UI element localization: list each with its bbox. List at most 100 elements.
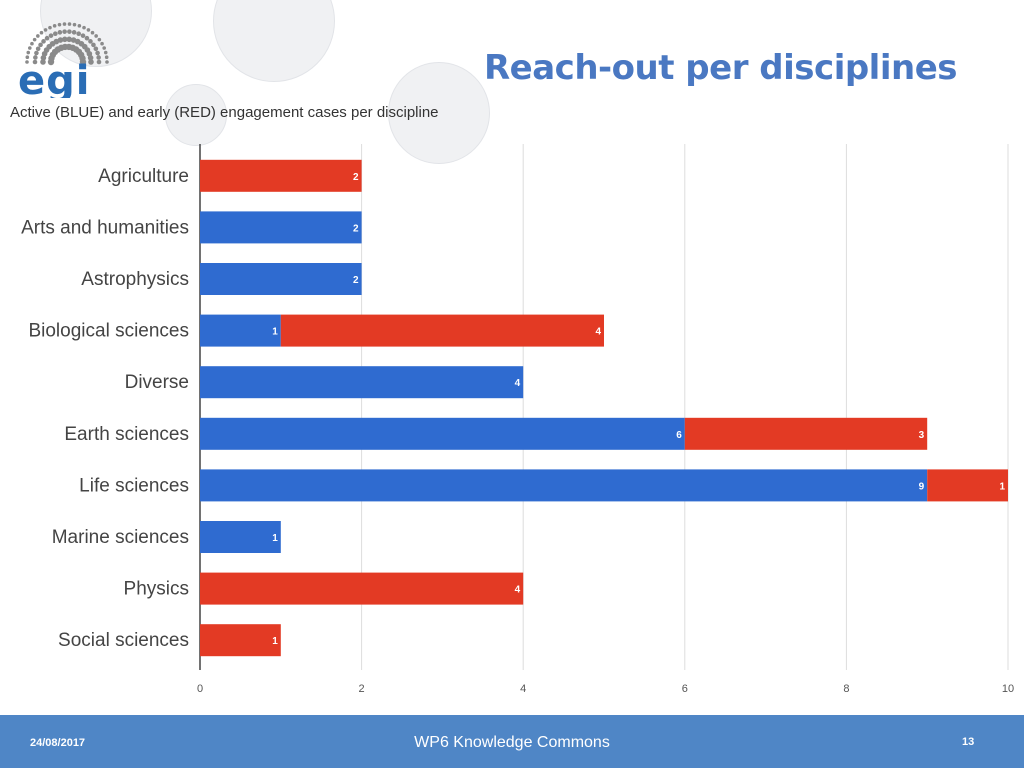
logo-dot [57,30,63,35]
footer-date: 24/08/2017 [30,737,86,749]
logo-dot [82,25,86,30]
logo-dot [35,46,41,52]
data-label: 2 [353,275,359,286]
category-label: Agriculture [98,166,189,187]
logo-dot [36,34,40,38]
decorative-circle [165,84,227,146]
logo-text: egi [18,58,90,98]
logo-dot [26,50,31,55]
data-label: 2 [353,172,359,183]
logo-dot [30,41,34,46]
logo-dot [40,59,46,65]
logo-dot [67,29,72,34]
data-label: 3 [919,430,925,441]
data-label: 1 [272,636,278,647]
data-label: 4 [595,327,601,338]
bar [280,314,604,347]
logo-dot [39,30,44,35]
logo-dot [79,58,87,66]
footer-title: WP6 Knowledge Commons [414,734,610,751]
logo-dot [102,46,106,50]
logo-dot [80,33,86,38]
logo-dot [97,37,102,42]
logo-dot [62,22,67,26]
logo-dot [77,24,82,28]
logo-dot [53,31,58,37]
bar [200,417,685,450]
egi-logo: egi [18,22,109,98]
logo-dot [34,50,39,56]
data-label: 1 [272,533,278,544]
logo-dot [104,55,109,60]
logo-dot [48,33,54,38]
logo-dot [48,25,52,30]
category-label: Earth sciences [64,424,189,445]
category-label: Biological sciences [28,321,189,342]
data-label: 1 [272,327,278,338]
bar [200,159,362,192]
logo-dot [96,55,101,60]
decorative-circle [213,0,335,82]
logo-dot [71,30,77,35]
x-tick-label: 4 [520,683,526,695]
x-tick-label: 2 [359,683,365,695]
logo-dot [28,46,32,50]
logo-dot [87,55,94,61]
category-label: Astrophysics [81,269,189,290]
logo-dot [91,42,96,48]
logo-dot [62,29,67,34]
bar-chart: 0 2 4 6 8 10 Agriculture 2 Arts and humanities 2 A… [21,144,1014,695]
logo-dot [67,22,72,26]
data-label: 4 [515,378,521,389]
logo-dot [90,30,95,35]
slide-title: Reach-out per disciplines [484,48,958,88]
logo-dot [95,50,100,56]
bar [200,572,524,605]
page-number: 13 [962,736,975,748]
chart-title: Active (BLUE) and early (RED) engagement… [10,104,439,121]
logo-dot [57,37,64,43]
logo-dot [41,39,46,44]
logo-dot [52,24,57,28]
bar [200,469,928,502]
logo-dot [86,28,91,32]
logo-dot [94,34,98,38]
logo-dot [66,36,73,43]
bar [927,469,1008,502]
logo-dot [88,39,93,44]
logo-dots [25,22,109,66]
logo-dot [57,22,62,27]
data-label: 2 [353,223,359,234]
category-label: Arts and humanities [21,217,189,238]
logo-dot [103,50,108,55]
logo-dot [25,60,29,64]
logo-dot [61,36,68,43]
category-label: Physics [124,579,189,600]
data-label: 6 [676,430,682,441]
logo-dot [72,22,77,27]
logo-dot [44,35,50,41]
bar [200,521,281,553]
logo-dot [100,41,104,46]
decorative-circle [388,62,490,164]
x-tick-label: 6 [682,683,688,695]
logo-dot [25,55,30,60]
logo-dot [32,59,38,65]
bar [200,624,281,657]
category-label: Diverse [125,372,189,393]
x-tick-label: 0 [197,683,203,695]
x-tick-label: 10 [1002,683,1014,695]
bar [684,417,928,450]
logo-dot [93,46,99,52]
bar [200,211,362,244]
data-label: 4 [515,585,521,596]
logo-dot [84,35,90,41]
category-label: Life sciences [79,475,189,496]
data-label: 1 [999,481,1005,492]
data-label: 9 [919,481,925,492]
bar [200,314,281,347]
logo-dot [43,28,48,32]
logo-dot [96,59,102,65]
x-tick-label: 8 [843,683,849,695]
footer-bar: 24/08/2017 WP6 Knowledge Commons 13 [0,715,1024,768]
